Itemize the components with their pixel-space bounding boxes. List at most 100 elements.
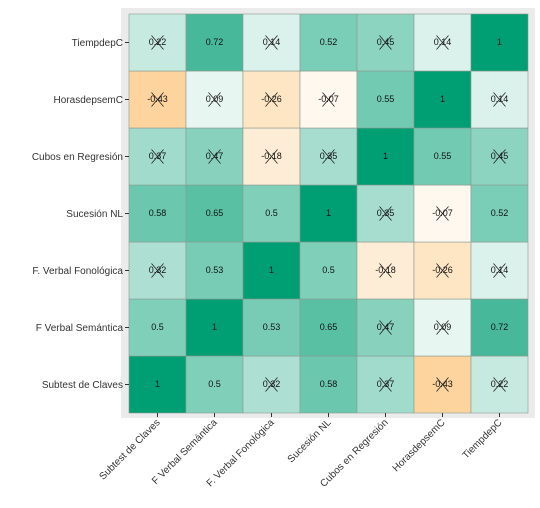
cross-stroke	[208, 149, 221, 164]
cell-label: 0.14	[491, 94, 509, 104]
insignificant-cross	[151, 35, 164, 50]
heatmap-cell	[299, 298, 358, 357]
insignificant-cross	[436, 320, 449, 335]
cell-label: -0.18	[375, 265, 396, 275]
insignificant-cross	[436, 263, 449, 278]
x-tick-label: TiempdepC	[461, 417, 505, 461]
cell-label: 0.72	[206, 37, 224, 47]
cross-stroke	[436, 377, 449, 392]
cell-label: 1	[269, 265, 274, 275]
cell-label: 0.72	[491, 322, 509, 332]
cell-label: 0.22	[491, 379, 509, 389]
cell-label: 0.52	[320, 37, 338, 47]
heatmap-cell	[356, 70, 415, 129]
cross-stroke	[265, 377, 278, 392]
cross-stroke	[379, 377, 392, 392]
cross-stroke	[265, 92, 278, 107]
cell-label: 0.47	[377, 322, 395, 332]
heatmap-cell	[470, 13, 529, 72]
cell-label: -0.18	[261, 151, 282, 161]
heatmap-cell	[413, 70, 472, 129]
insignificant-cross	[208, 92, 221, 107]
cross-stroke	[493, 377, 506, 392]
insignificant-cross	[493, 377, 506, 392]
insignificant-cross	[322, 149, 335, 164]
insignificant-cross	[379, 35, 392, 50]
heatmap-cell	[185, 184, 244, 243]
cross-stroke	[436, 263, 449, 278]
insignificant-cross	[493, 149, 506, 164]
heatmap-cell	[185, 13, 244, 72]
cell-label: -0.26	[432, 265, 453, 275]
insignificant-cross	[493, 263, 506, 278]
cell-label: 0.14	[491, 265, 509, 275]
cross-stroke	[379, 206, 392, 221]
cell-label: 0.65	[206, 208, 224, 218]
cell-label: 0.5	[208, 379, 221, 389]
cell-label: 0.35	[377, 208, 395, 218]
heatmap-cell	[128, 355, 187, 414]
insignificant-cross	[265, 377, 278, 392]
y-tick-label: Sucesión NL	[66, 209, 123, 220]
cell-label: 0.45	[377, 37, 395, 47]
cell-label: -0.07	[318, 94, 339, 104]
insignificant-cross	[379, 206, 392, 221]
cross-stroke	[151, 35, 164, 50]
insignificant-cross	[436, 35, 449, 50]
cell-label: 0.65	[320, 322, 338, 332]
cell-label: 0.5	[151, 322, 164, 332]
y-tick-label: F. Verbal Fonológica	[32, 266, 123, 277]
insignificant-cross	[436, 377, 449, 392]
cross-stroke	[379, 263, 392, 278]
heatmap-cell	[299, 184, 358, 243]
insignificant-cross	[151, 92, 164, 107]
cell-label: 0.47	[206, 151, 224, 161]
cell-label: -0.43	[432, 379, 453, 389]
cross-stroke	[379, 35, 392, 50]
cell-label: 0.09	[434, 322, 452, 332]
insignificant-cross	[379, 263, 392, 278]
cross-stroke	[265, 149, 278, 164]
cell-label: 0.58	[320, 379, 338, 389]
cross-stroke	[151, 149, 164, 164]
heatmap-cell	[299, 13, 358, 72]
insignificant-cross	[379, 377, 392, 392]
insignificant-cross	[436, 206, 449, 221]
insignificant-cross	[265, 35, 278, 50]
cell-label: 0.32	[263, 379, 281, 389]
cell-label: 0.5	[322, 265, 335, 275]
cell-label: 1	[497, 37, 502, 47]
cross-stroke	[151, 263, 164, 278]
y-tick-label: HorasdepsemC	[54, 95, 123, 106]
insignificant-cross	[493, 92, 506, 107]
cell-label: 0.52	[491, 208, 509, 218]
cell-label: 0.53	[263, 322, 281, 332]
cell-label: 0.22	[149, 37, 167, 47]
insignificant-cross	[151, 149, 164, 164]
cross-stroke	[493, 92, 506, 107]
insignificant-cross	[265, 92, 278, 107]
insignificant-cross	[322, 92, 335, 107]
heatmap-cell	[242, 241, 301, 300]
cross-stroke	[151, 92, 164, 107]
cell-label: 1	[383, 151, 388, 161]
x-tick-label: Sucesión NL	[286, 417, 334, 465]
heatmap-cell	[242, 184, 301, 243]
cell-label: 0.58	[149, 208, 167, 218]
cell-label: 1	[212, 322, 217, 332]
cell-label: 1	[326, 208, 331, 218]
cross-stroke	[208, 92, 221, 107]
cell-label: 0.45	[491, 151, 509, 161]
heatmap-cell	[128, 184, 187, 243]
cell-label: 0.14	[263, 37, 281, 47]
insignificant-cross	[379, 320, 392, 335]
cell-label: 0.09	[206, 94, 224, 104]
cell-label: 0.55	[377, 94, 395, 104]
insignificant-cross	[151, 263, 164, 278]
heatmap-cell	[413, 127, 472, 186]
cell-label: 0.53	[206, 265, 224, 275]
cell-label: 0.5	[265, 208, 278, 218]
x-tick-label: HorasdepsemC	[391, 417, 448, 474]
y-tick-label: Subtest de Claves	[42, 380, 123, 391]
